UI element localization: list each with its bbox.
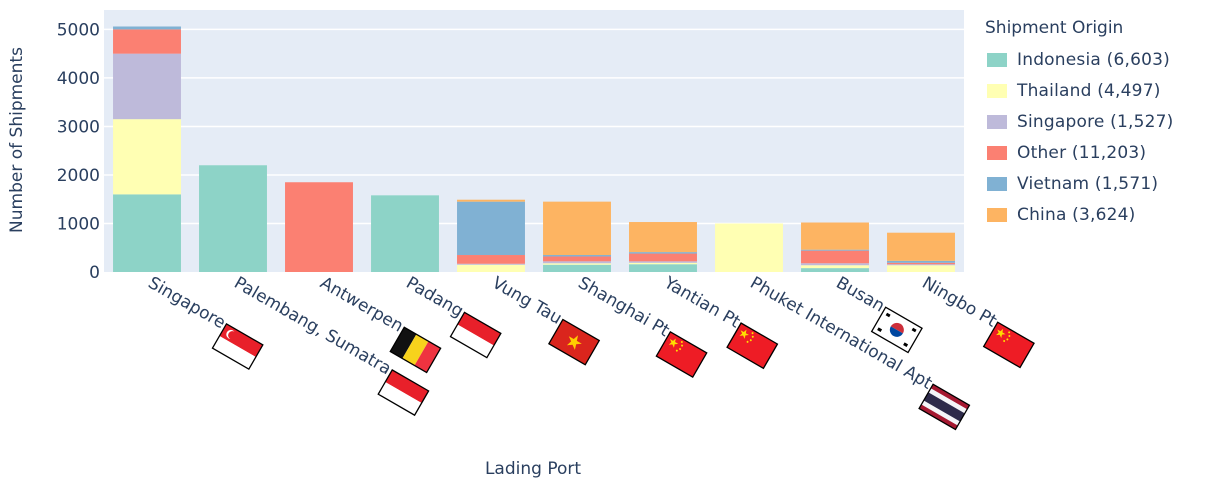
legend-item[interactable]: Indonesia (6,603)	[985, 44, 1174, 75]
x-tick-label: Busan	[833, 273, 888, 317]
legend-title: Shipment Origin	[985, 18, 1124, 38]
x-axis-label: Lading Port	[485, 459, 581, 479]
x-tick-label: Padang	[403, 273, 467, 322]
bar-segment	[801, 265, 869, 269]
legend-item[interactable]: China (3,624)	[985, 199, 1174, 230]
bar-segment	[199, 165, 267, 272]
legend-label: Singapore (1,527)	[1017, 111, 1174, 132]
bar-segment	[629, 262, 697, 265]
legend-item[interactable]: Thailand (4,497)	[985, 75, 1174, 106]
bars	[113, 26, 955, 272]
y-ticks: 0 1000 2000 3000 4000 5000	[57, 20, 100, 283]
legend-item[interactable]: Singapore (1,527)	[985, 106, 1174, 137]
legend-item[interactable]: Vietnam (1,571)	[985, 168, 1174, 199]
bar-segment	[113, 29, 181, 54]
legend-items: Indonesia (6,603) Thailand (4,497) Singapo…	[985, 44, 1174, 230]
legend-label: Indonesia (6,603)	[1017, 49, 1170, 70]
bar-segment	[543, 263, 611, 265]
legend-swatch	[987, 83, 1007, 98]
indonesia-flag-icon	[377, 369, 430, 417]
bar-segment	[457, 201, 525, 256]
bar-segment	[113, 194, 181, 272]
y-tick-label: 2000	[57, 166, 100, 186]
x-tick-label: Singapore	[145, 273, 229, 333]
x-tick-label: Ningbo Pt	[919, 273, 1001, 332]
bar-segment	[887, 265, 955, 272]
bar-segment	[543, 256, 611, 262]
bar-segment	[113, 53, 181, 120]
bar-segment	[629, 222, 697, 253]
bar-segment	[801, 268, 869, 272]
china-flag-icon	[655, 331, 708, 379]
legend-item[interactable]: Other (11,203)	[985, 137, 1174, 168]
bar-segment	[371, 195, 439, 272]
y-tick-label: 5000	[57, 20, 100, 40]
x-ticks: Singapore Palembang, SumatraAntwerpenPada…	[145, 273, 1035, 431]
singapore-flag-icon	[211, 322, 264, 371]
bar-segment	[801, 222, 869, 250]
bar-segment	[457, 255, 525, 264]
bar-segment	[457, 264, 525, 272]
vietnam-flag-icon	[547, 318, 601, 366]
bar-segment	[629, 252, 697, 254]
legend-label: Vietnam (1,571)	[1017, 173, 1159, 194]
bar-segment	[801, 249, 869, 251]
south-korea-flag-icon	[870, 306, 923, 354]
bar-segment	[887, 264, 955, 266]
legend-swatch	[987, 145, 1007, 160]
y-tick-label: 3000	[57, 117, 100, 137]
x-tick-label: Shanghai Pt	[575, 273, 673, 341]
bar-segment	[543, 261, 611, 264]
legend-label: Thailand (4,497)	[1017, 80, 1161, 101]
thailand-flag-icon	[918, 383, 971, 431]
y-tick-label: 4000	[57, 69, 100, 89]
legend-label: China (3,624)	[1017, 204, 1136, 225]
china-flag-icon	[982, 321, 1035, 369]
legend-swatch	[987, 176, 1007, 191]
bar-segment	[801, 263, 869, 266]
y-axis-label: Number of Shipments	[7, 47, 27, 233]
bar-segment	[543, 264, 611, 272]
bar-segment	[113, 26, 181, 30]
bar-segment	[801, 250, 869, 264]
bar-segment	[629, 253, 697, 262]
bar-segment	[543, 201, 611, 256]
bar-segment	[629, 261, 697, 263]
bar-segment	[543, 255, 611, 257]
legend: Shipment Origin Indonesia (6,603) Thailan…	[985, 18, 1174, 230]
bar-segment	[715, 223, 783, 272]
legend-swatch	[987, 207, 1007, 222]
bar-segment	[285, 182, 353, 272]
belgium-flag-icon	[389, 326, 442, 374]
china-flag-icon	[726, 322, 779, 370]
legend-label: Other (11,203)	[1017, 142, 1147, 163]
indonesia-flag-icon	[449, 311, 502, 359]
bar-segment	[457, 199, 525, 202]
bar-segment	[113, 119, 181, 195]
x-tick-label: Vung Tau	[489, 273, 566, 329]
x-tick-label: Palembang, Sumatra	[231, 273, 395, 379]
bar-segment	[887, 262, 955, 265]
bar-segment	[457, 263, 525, 265]
bar-segment	[887, 260, 955, 263]
y-tick-label: 1000	[57, 214, 100, 234]
y-tick-label: 0	[89, 263, 100, 283]
legend-swatch	[987, 114, 1007, 129]
bar-segment	[887, 232, 955, 261]
legend-swatch	[987, 52, 1007, 67]
bar-segment	[629, 264, 697, 272]
